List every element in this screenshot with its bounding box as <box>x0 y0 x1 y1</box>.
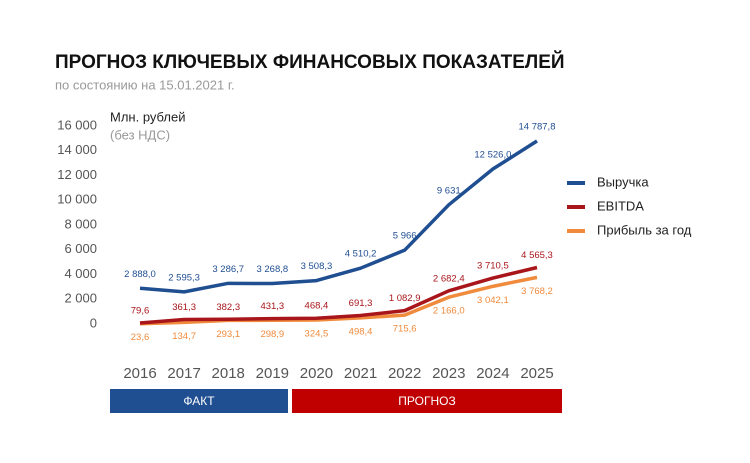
series-line <box>139 275 538 326</box>
data-label: 12 526,0 <box>474 150 511 161</box>
data-label: 4 510,2 <box>345 249 377 260</box>
y-tick-label: 16 000 <box>57 117 97 132</box>
data-label: 2 682,4 <box>433 273 465 284</box>
data-label: 382,3 <box>216 302 240 313</box>
data-label: 293,1 <box>216 329 240 340</box>
data-label: 468,4 <box>305 301 329 312</box>
data-label: 498,4 <box>349 326 373 337</box>
data-label: 3 768,2 <box>521 286 553 297</box>
data-label: 431,3 <box>260 301 284 312</box>
data-label: 298,9 <box>260 329 284 340</box>
y-tick-label: 0 <box>90 315 97 330</box>
x-tick-label: 2016 <box>123 365 156 382</box>
data-label: 324,5 <box>305 328 329 339</box>
period-band <box>292 389 562 413</box>
x-tick-label: 2017 <box>167 365 200 382</box>
x-tick-label: 2020 <box>300 365 333 382</box>
series-line <box>139 139 538 294</box>
data-label: 3 508,3 <box>301 261 333 272</box>
legend-label: Выручка <box>597 174 649 189</box>
chart-subtitle: по состоянию на 15.01.2021 г. <box>55 77 235 92</box>
data-label: 5 966 <box>393 231 417 242</box>
data-label: 2 166,0 <box>433 306 465 317</box>
x-tick-label: 2022 <box>388 365 421 382</box>
data-label: 2 888,0 <box>124 269 156 280</box>
y-tick-label: 6 000 <box>64 241 97 256</box>
data-label: 4 565,3 <box>521 250 553 261</box>
x-tick-label: 2025 <box>520 365 553 382</box>
y-tick-label: 10 000 <box>57 192 97 207</box>
data-label: 79,6 <box>131 306 150 317</box>
period-band <box>110 389 288 413</box>
x-tick-label: 2018 <box>212 365 245 382</box>
data-label: 3 710,5 <box>477 261 509 272</box>
x-tick-label: 2023 <box>432 365 465 382</box>
data-label: 361,3 <box>172 302 196 313</box>
data-label: 2 595,3 <box>168 272 200 283</box>
data-label: 691,3 <box>349 298 373 309</box>
data-label: 3 286,7 <box>212 264 244 275</box>
data-label: 3 268,8 <box>256 264 288 275</box>
y-axis-label: Млн. рублей <box>110 109 186 124</box>
series-line <box>139 265 538 325</box>
data-label: 9 631 <box>437 185 461 196</box>
y-tick-label: 12 000 <box>57 167 97 182</box>
period-label: ФАКТ <box>183 394 215 408</box>
chart-title: ПРОГНОЗ КЛЮЧЕВЫХ ФИНАНСОВЫХ ПОКАЗАТЕЛЕЙ <box>55 51 565 73</box>
x-tick-label: 2024 <box>476 365 509 382</box>
data-label: 3 042,1 <box>477 295 509 306</box>
data-label: 715,6 <box>393 324 417 335</box>
legend-label: Прибыль за год <box>597 222 692 237</box>
x-tick-label: 2021 <box>344 365 377 382</box>
data-label: 14 787,8 <box>519 122 556 133</box>
legend-label: EBITDA <box>597 198 644 213</box>
period-label: ПРОГНОЗ <box>398 394 455 408</box>
y-tick-label: 8 000 <box>64 216 97 231</box>
y-tick-label: 4 000 <box>64 266 97 281</box>
x-tick-label: 2019 <box>256 365 289 382</box>
y-axis-note: (без НДС) <box>110 127 170 142</box>
y-tick-label: 14 000 <box>57 142 97 157</box>
data-label: 23,6 <box>131 332 150 343</box>
data-label: 134,7 <box>172 331 196 342</box>
y-tick-label: 2 000 <box>64 291 97 306</box>
data-label: 1 082,9 <box>389 293 421 304</box>
